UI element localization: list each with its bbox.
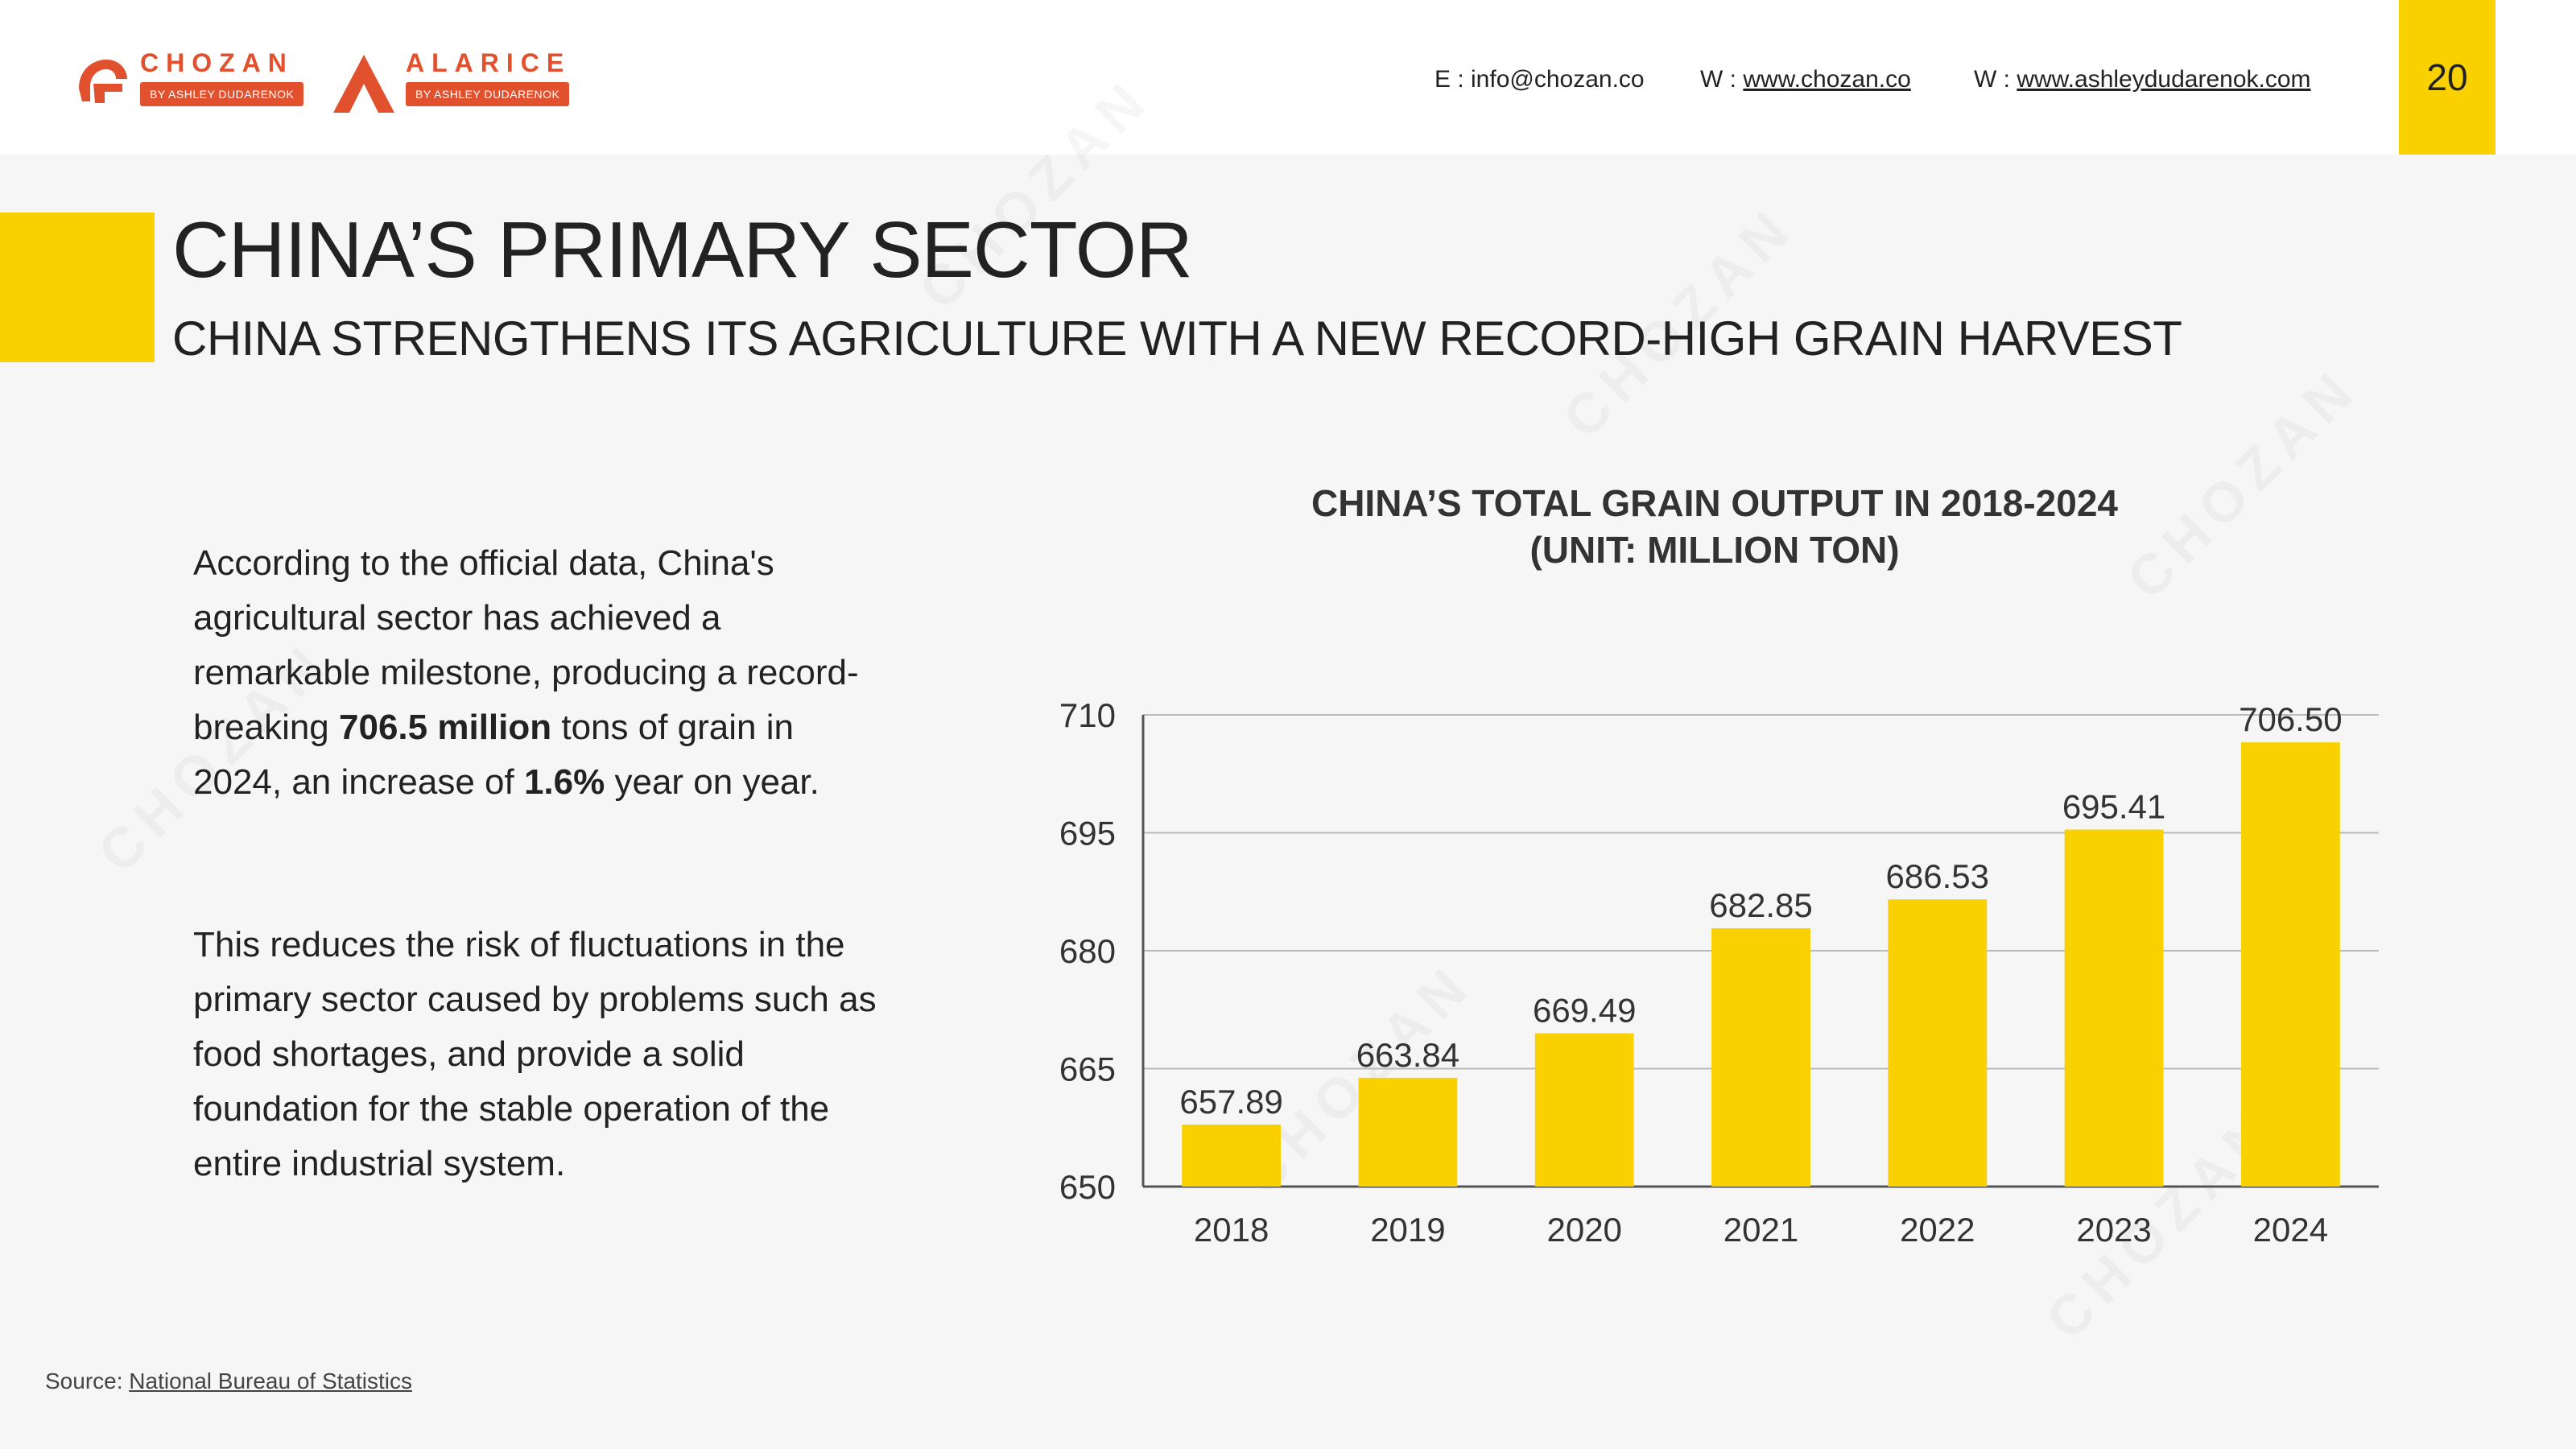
body-paragraph-1: According to the official data, China's …	[193, 536, 886, 810]
bar-2019	[1358, 1077, 1458, 1187]
data-label: 695.41	[2062, 787, 2165, 825]
y-tick-label: 665	[1059, 1051, 1116, 1088]
page-number: 20	[2399, 0, 2496, 155]
bar-2020	[1534, 1033, 1634, 1187]
data-label: 682.85	[1709, 886, 1812, 924]
text-segment: tons of grain in 2024, an increase of	[193, 708, 794, 802]
page-title: CHINA’S PRIMARY SECTOR	[172, 205, 1193, 294]
grain-output-bar-chart: 650 665 680 695 710 657.89 2018 663.84 2019 669.4…	[1059, 696, 2379, 1249]
source-link[interactable]: National Bureau of Statistics	[129, 1368, 413, 1393]
source-label: Source:	[45, 1368, 123, 1393]
x-tick-label: 2022	[1900, 1211, 1975, 1249]
bar-2024	[2240, 742, 2340, 1187]
alarice-tagline: BY ASHLEY DUDARENOK	[406, 82, 570, 106]
text-segment: year on year.	[605, 762, 819, 802]
data-label: 706.50	[2239, 700, 2342, 738]
chart-title-line-1: CHINA’S TOTAL GRAIN OUTPUT IN 2018-2024	[1311, 482, 2118, 524]
x-tick-label: 2019	[1370, 1211, 1445, 1249]
chozan-logo[interactable]: CHOZAN BY ASHLEY DUDARENOK	[69, 45, 311, 118]
web-prefix: W :	[1974, 66, 2010, 93]
x-tick-label: 2021	[1724, 1211, 1798, 1249]
bar-2018	[1182, 1124, 1282, 1187]
website-ashley[interactable]: W : www.ashleydudarenok.com	[1974, 66, 2311, 93]
x-tick-label: 2018	[1194, 1211, 1269, 1249]
website-ashley-link[interactable]: www.ashleydudarenok.com	[2017, 66, 2311, 93]
chozan-tagline: BY ASHLEY DUDARENOK	[140, 82, 304, 106]
page-subtitle: CHINA STRENGTHENS ITS AGRICULTURE WITH A…	[172, 312, 2182, 365]
body-paragraph-2: This reduces the risk of fluctuations in…	[193, 925, 877, 1183]
chart-title-line-2: (UNIT: MILLION TON)	[1530, 529, 1900, 571]
website-chozan[interactable]: W : www.chozan.co	[1700, 66, 1918, 93]
data-label: 686.53	[1886, 857, 1989, 895]
y-tick-label: 650	[1059, 1168, 1116, 1206]
data-label: 663.84	[1356, 1036, 1459, 1074]
x-tick-label: 2024	[2253, 1211, 2328, 1249]
chart-title: CHINA’S TOTAL GRAIN OUTPUT IN 2018-2024 …	[1232, 480, 2198, 573]
highlight-percent: 1.6%	[523, 762, 605, 802]
text-segment: According to the official data, China's …	[193, 543, 859, 747]
alarice-a-icon	[333, 55, 394, 113]
y-tick-label: 695	[1059, 815, 1116, 852]
email-contact: E : info@chozan.co	[1435, 66, 1645, 93]
bar-2022	[1888, 899, 1988, 1187]
x-tick-label: 2023	[2076, 1211, 2151, 1249]
y-tick-label: 710	[1059, 696, 1116, 734]
alarice-wordmark: ALARICE	[406, 48, 572, 77]
data-label: 657.89	[1179, 1083, 1282, 1121]
chozan-wordmark: CHOZAN	[140, 48, 294, 77]
alarice-logo[interactable]: ALARICE BY ASHLEY DUDARENOK	[330, 45, 580, 118]
bar-2023	[2064, 829, 2164, 1187]
data-label: 669.49	[1533, 992, 1636, 1030]
title-accent-block	[0, 213, 155, 362]
bar-2021	[1711, 928, 1810, 1187]
source-note: Source: National Bureau of Statistics	[45, 1368, 412, 1394]
web-prefix: W :	[1700, 66, 1736, 93]
header-bar: CHOZAN BY ASHLEY DUDARENOK ALARICE BY AS…	[0, 0, 2576, 155]
x-tick-label: 2020	[1546, 1211, 1621, 1249]
highlight-amount: 706.5 million	[339, 708, 552, 747]
website-chozan-link[interactable]: www.chozan.co	[1743, 66, 1911, 93]
y-tick-label: 680	[1059, 932, 1116, 970]
chozan-helmet-icon	[79, 60, 127, 103]
